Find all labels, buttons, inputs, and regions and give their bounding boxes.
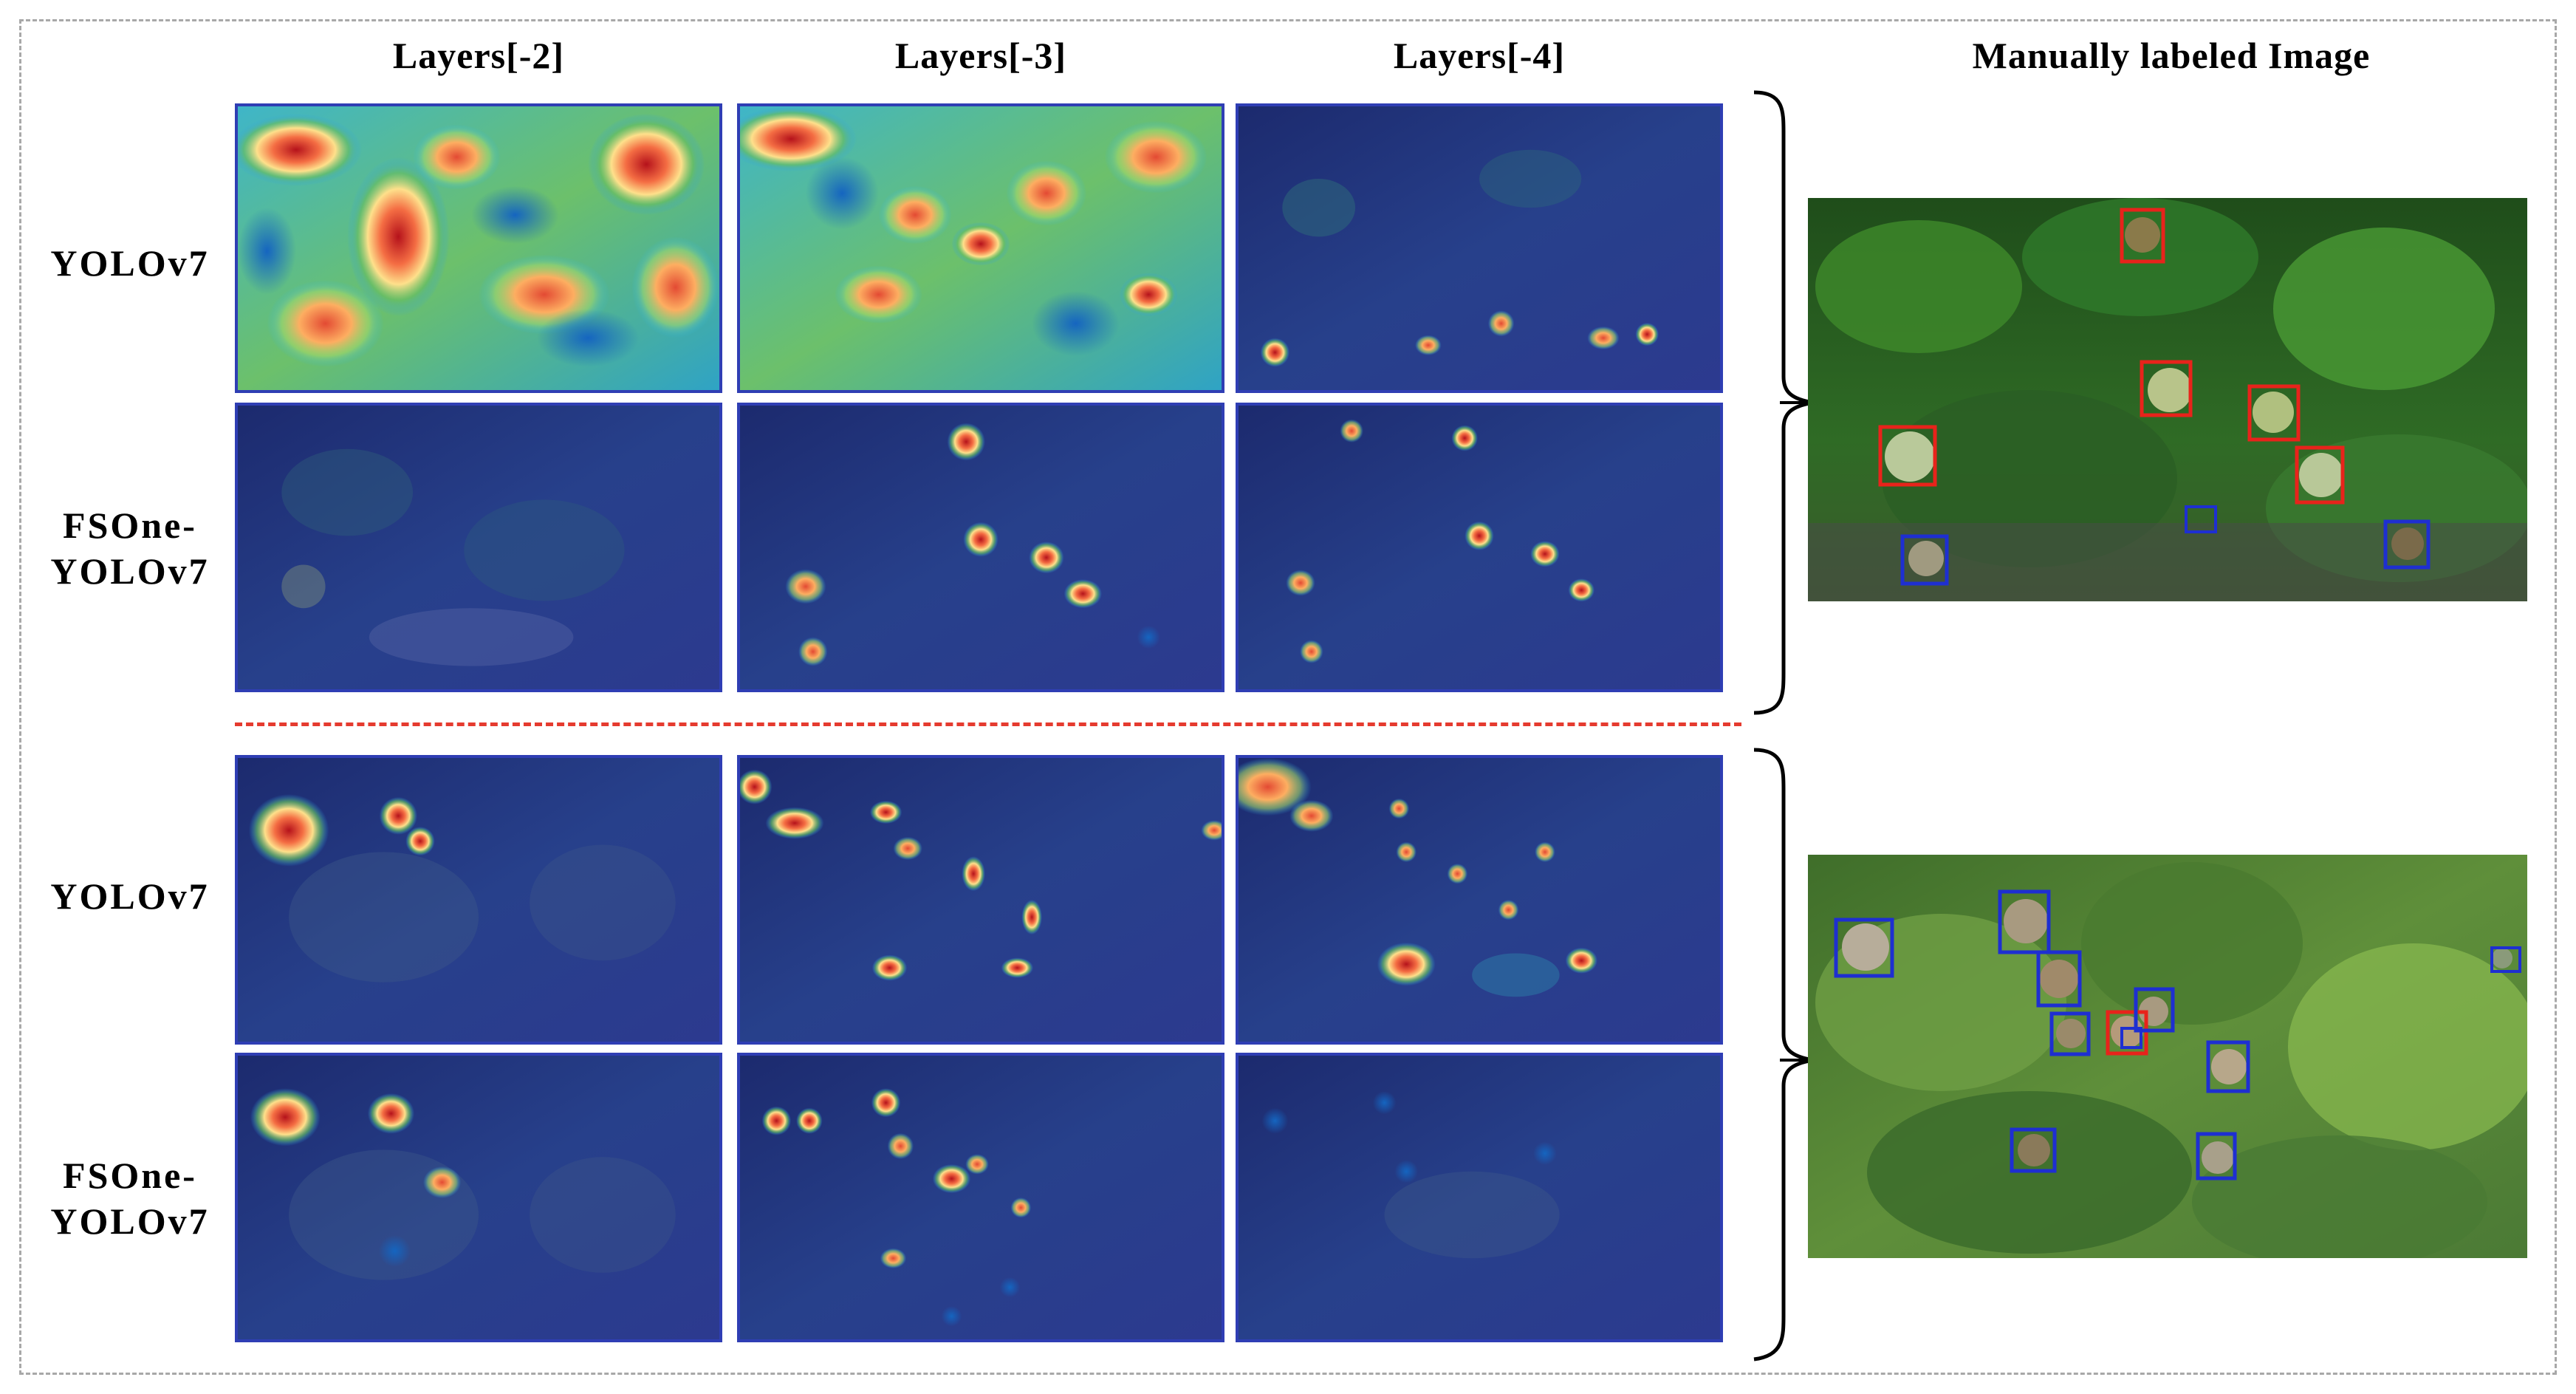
brace-arrow-group-1 [1780,401,1809,404]
column-header-manual: Manually labeled Image [1972,35,2371,76]
heatmap-g1-yolov7-layer-3 [737,103,1224,393]
figure-frame [19,19,2557,1375]
labeled-image-1 [1808,198,2527,601]
column-header-layers-2: Layers[-2] [392,35,565,76]
column-header-layers-4: Layers[-4] [1393,35,1566,76]
heatmap-g2-yolov7-layer-4 [1236,755,1723,1045]
heatmap-g2-fsone-layer-4 [1236,1053,1723,1342]
heatmap-g1-yolov7-layer-4 [1236,103,1723,393]
heatmap-g1-fsone-layer-4 [1236,403,1723,692]
brace-arrow-group-2 [1780,1059,1809,1062]
heatmap-g2-fsone-layer-2 [235,1053,722,1342]
row-label-g2-yolov7: YOLOv7 [50,875,210,917]
group-divider [235,722,1741,726]
labeled-image-2 [1808,855,2527,1258]
heatmap-g2-yolov7-layer-3 [737,755,1224,1045]
row-label-g2-fsone: FSOne- YOLOv7 [50,1155,210,1242]
heatmap-g2-yolov7-layer-2 [235,755,722,1045]
heatmap-g1-yolov7-layer-2 [235,103,722,393]
column-header-layers-3: Layers[-3] [894,35,1067,76]
row-label-g1-yolov7: YOLOv7 [50,242,210,284]
heatmap-g2-fsone-layer-3 [737,1053,1224,1342]
row-label-g1-fsone: FSOne- YOLOv7 [50,505,210,592]
heatmap-g1-fsone-layer-3 [737,403,1224,692]
heatmap-g1-fsone-layer-2 [235,403,722,692]
